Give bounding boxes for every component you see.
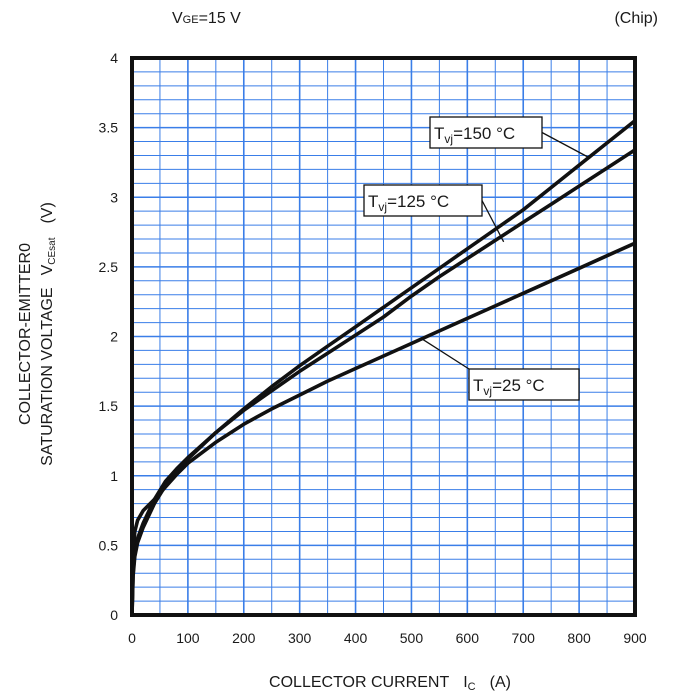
chip-note: (Chip) xyxy=(614,10,658,27)
callout-box xyxy=(468,368,580,401)
y-tick-label: 0.5 xyxy=(99,537,119,553)
callout-leader xyxy=(541,131,591,159)
callout-layer: Tvj=150 °C Tvj=125 °C Tvj=25 °C xyxy=(363,116,591,401)
x-axis-title: COLLECTOR CURRENT IC (A) xyxy=(269,674,511,693)
callout-leader xyxy=(422,338,470,370)
y-axis-title-line1: COLLECTOR-EMITTER0 xyxy=(17,243,34,425)
series-label-2: Tvj=150 °C xyxy=(434,124,515,146)
callout-box xyxy=(363,184,483,217)
x-tick-label: 800 xyxy=(567,630,591,646)
y-tick-label: 2.5 xyxy=(99,259,119,275)
y-axis-title-line2: SATURATION VOLTAGEVCEsat(V) xyxy=(39,202,58,466)
y-tick-label: 2 xyxy=(110,329,118,345)
x-tick-label: 600 xyxy=(456,630,480,646)
y-tick-label: 1 xyxy=(110,468,118,484)
x-tick-label: 300 xyxy=(288,630,312,646)
series-label-1: Tvj=125 °C xyxy=(368,192,449,214)
series-line-2 xyxy=(130,118,637,617)
y-tick-labels: 0 0.5 1 1.5 2 2.5 3 3.5 4 xyxy=(99,50,119,623)
condition-label: VGE=15 V xyxy=(172,10,241,27)
series-label-0: Tvj=25 °C xyxy=(473,376,545,398)
plot-frame xyxy=(130,56,637,617)
x-tick-label: 100 xyxy=(176,630,200,646)
callout-box xyxy=(429,116,543,149)
y-axis-title: COLLECTOR-EMITTER0 SATURATION VOLTAGEVCE… xyxy=(17,202,58,466)
y-tick-label: 3.5 xyxy=(99,120,119,136)
y-tick-label: 1.5 xyxy=(99,398,119,414)
x-tick-label: 500 xyxy=(400,630,424,646)
x-tick-label: 700 xyxy=(512,630,536,646)
x-tick-label: 400 xyxy=(344,630,368,646)
x-tick-label: 200 xyxy=(232,630,256,646)
y-tick-label: 0 xyxy=(110,607,118,623)
series-layer xyxy=(130,118,637,617)
x-tick-label: 0 xyxy=(128,630,136,646)
y-tick-label: 4 xyxy=(110,50,118,66)
x-tick-label: 900 xyxy=(623,630,647,646)
x-tick-labels: 0 100 200 300 400 500 600 700 800 900 xyxy=(128,630,647,646)
series-line-0 xyxy=(130,241,637,617)
callout-leader xyxy=(481,200,505,243)
y-tick-label: 3 xyxy=(110,189,118,205)
